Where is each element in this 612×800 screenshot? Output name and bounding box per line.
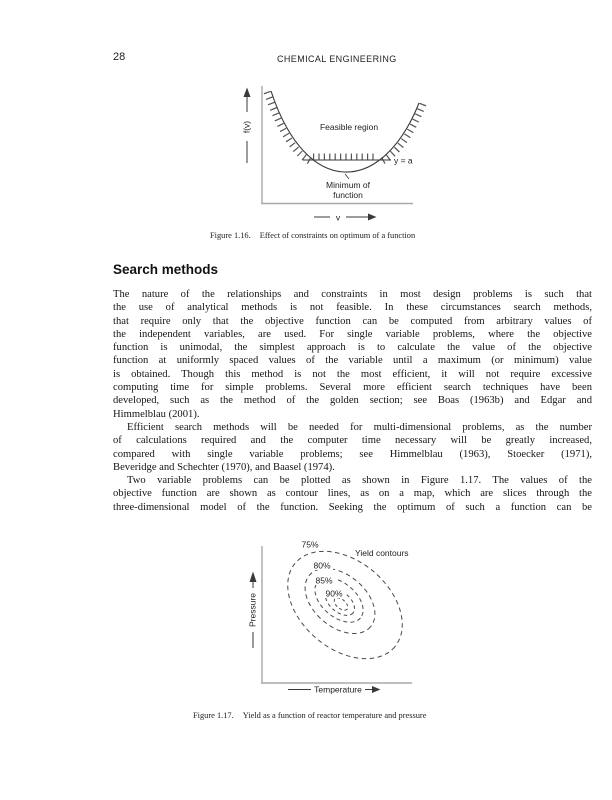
contour-80 <box>304 567 376 635</box>
contour-75 <box>287 550 403 660</box>
figure-117-caption: Figure 1.17. Yield as a function of react… <box>193 711 426 720</box>
contour-75-label-bg <box>299 539 321 549</box>
legend-label: Yield contours <box>355 548 409 558</box>
temperature-axis-label: Temperature <box>314 685 362 695</box>
temperature-arrowhead-icon <box>372 686 381 693</box>
text-line: function at uniformly spaced values of t… <box>113 355 592 367</box>
figure-116-caption-text: Effect of constraints on optimum of a fu… <box>259 231 416 240</box>
contour-80-label-bg <box>311 560 333 570</box>
text-line: Himmelblau (2001). <box>113 408 200 420</box>
text-line: The nature of the relationships and cons… <box>113 289 592 300</box>
constraint-label: y = a <box>394 156 413 166</box>
parabola-curve <box>270 90 420 173</box>
text-line: Efficient search methods will be needed … <box>127 421 592 433</box>
figure-116-caption: Figure 1.16. Effect of constraints on opt… <box>210 231 415 240</box>
pressure-arrowhead-icon <box>249 571 257 582</box>
text-line: that require only that the objective fun… <box>113 315 592 327</box>
contour-90-label: 90% <box>325 589 342 599</box>
text-line: the use of analytical methods is not fea… <box>113 302 592 314</box>
text-line: function is unimodal, the simplest appro… <box>113 342 592 354</box>
figure-contour-plot: Pressure 75% 80% 85% 90% Yield contours … <box>247 539 415 695</box>
page-number: 28 <box>113 51 126 63</box>
parabola-hatch-left <box>263 90 314 166</box>
parabola-hatch-right <box>378 102 427 166</box>
contour-90-label-bg <box>323 588 345 598</box>
text-line: the independent variables, are used. For… <box>113 328 592 340</box>
minimum-leader-line <box>344 173 350 180</box>
pressure-axis-label: Pressure <box>247 593 257 627</box>
text-line: objective function are shown as contour … <box>113 488 592 500</box>
minimum-label-line1: Minimum of <box>326 180 371 190</box>
contour-80-label: 80% <box>313 561 330 571</box>
feasible-region-label: Feasible region <box>320 122 378 132</box>
text-line: developed, such as the method of the gol… <box>113 395 592 407</box>
contour-90 <box>324 588 356 616</box>
section-heading: Search methods <box>113 262 219 277</box>
v-axis-label: v <box>336 213 341 223</box>
fv-axis-label: f(v) <box>241 121 251 133</box>
text-line: of calculations required and the compute… <box>113 435 592 447</box>
text-line: compared with single variable problems; … <box>113 448 592 460</box>
running-head: CHEMICAL ENGINEERING <box>277 54 397 64</box>
figure-constraint-diagram: f(v) y = a Feasible region Minimum of fu… <box>241 86 427 223</box>
text-line: computing time for simple problems. Seve… <box>113 382 592 394</box>
figure-117-caption-number: Figure 1.17. <box>193 711 234 720</box>
contour-85-label-bg <box>313 575 335 585</box>
contour-inner <box>333 597 349 611</box>
legend-label-bg <box>353 547 415 558</box>
body-text: The nature of the relationships and cons… <box>113 288 592 514</box>
minimum-label-line2: function <box>333 190 363 200</box>
figure-116-caption-number: Figure 1.16. <box>210 231 251 240</box>
fv-arrowhead-icon <box>243 87 251 97</box>
figure-117-caption-text: Yield as a function of reactor temperatu… <box>242 711 427 720</box>
contour-85-label: 85% <box>315 576 332 586</box>
text-line: Two variable problems can be plotted as … <box>127 475 592 487</box>
text-line: Beveridge and Schechter (1970), and Baas… <box>113 461 335 473</box>
v-arrowhead-icon <box>368 213 377 221</box>
contour-85 <box>314 577 364 623</box>
text-line: is obtained. Though this method is not t… <box>113 368 592 380</box>
text-line: three-dimensional model of the function.… <box>113 501 592 513</box>
contour-75-label: 75% <box>301 540 318 550</box>
